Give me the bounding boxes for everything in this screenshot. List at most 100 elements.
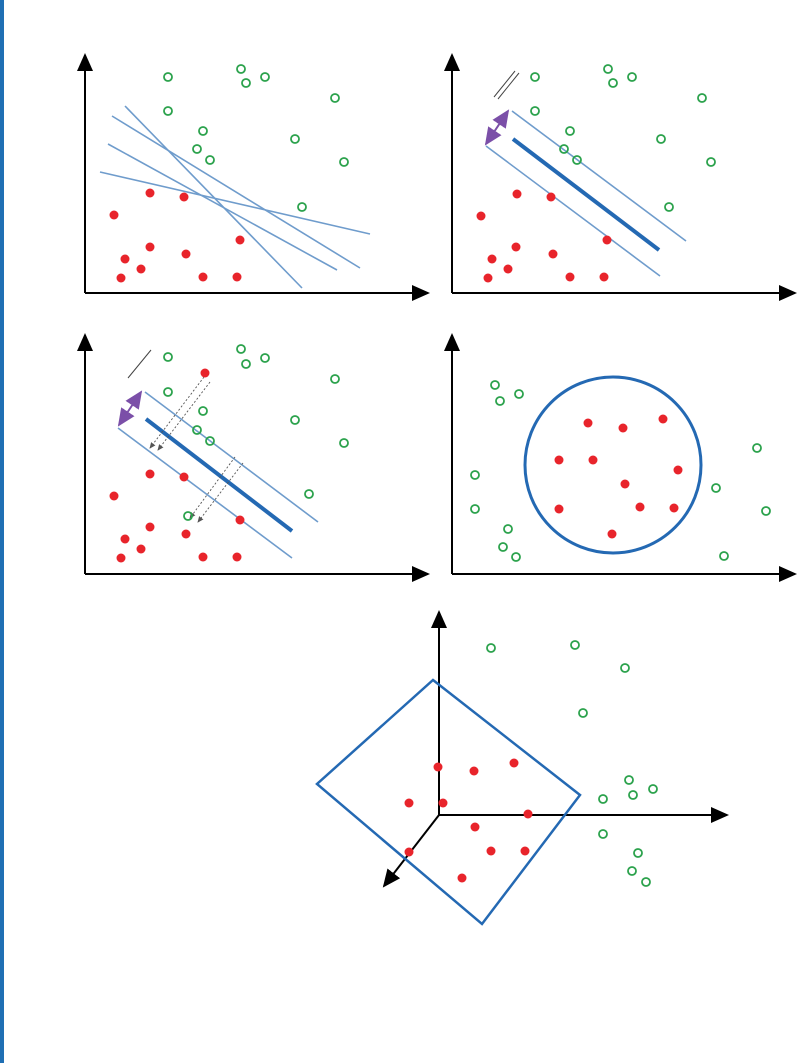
class-b-point <box>205 155 215 165</box>
class-b-point <box>290 134 300 144</box>
margin-lines <box>485 110 687 277</box>
class-b-point <box>486 643 496 653</box>
candidate-lines <box>99 105 371 289</box>
class-b-point <box>719 551 729 561</box>
class-b-point <box>711 483 721 493</box>
class-b-points <box>470 380 771 562</box>
class-a-point <box>433 762 443 772</box>
class-b-point <box>260 353 270 363</box>
class-b-point <box>761 506 771 516</box>
class-a-point <box>235 515 245 525</box>
margin-arrow <box>117 390 143 427</box>
class-b-points <box>486 640 658 887</box>
class-b-point <box>559 144 569 154</box>
slack-distance-arrows <box>149 376 244 523</box>
margin-tick <box>497 72 520 100</box>
margin-arrow <box>484 109 510 146</box>
axes <box>77 333 430 582</box>
class-a-point <box>120 534 130 544</box>
class-b-point <box>192 144 202 154</box>
panel-slack-variables <box>77 333 430 582</box>
class-b-point <box>163 72 173 82</box>
class-b-point <box>192 425 202 435</box>
class-a-point <box>232 552 242 562</box>
class-b-point <box>627 866 637 876</box>
lower-margin-line <box>485 145 661 277</box>
separating-plane <box>315 678 582 926</box>
class-b-point <box>339 157 349 167</box>
class-a-point <box>181 249 191 259</box>
class-b-point <box>608 78 618 88</box>
class-a-point <box>523 809 533 819</box>
class-b-point <box>624 775 634 785</box>
class-b-point <box>620 663 630 673</box>
class-a-point <box>109 491 119 501</box>
class-b-point <box>304 489 314 499</box>
class-b-point <box>260 72 270 82</box>
class-b-point <box>503 524 513 534</box>
margin-lines <box>117 391 319 559</box>
class-b-point <box>470 504 480 514</box>
margin-tick-marks <box>127 349 152 379</box>
class-b-points <box>163 64 349 212</box>
class-a-point <box>673 465 683 475</box>
class-a-point <box>470 822 480 832</box>
class-b-point <box>290 415 300 425</box>
class-b-point <box>572 155 582 165</box>
class-a-points <box>109 188 245 283</box>
lower-margin-line <box>117 427 293 559</box>
upper-margin-line <box>511 110 687 242</box>
class-a-point <box>503 264 513 274</box>
candidate-line <box>124 105 303 289</box>
class-b-point <box>514 389 524 399</box>
class-a-points <box>404 758 533 883</box>
upper-margin-line <box>144 391 319 523</box>
class-a-point <box>198 552 208 562</box>
margin-tick-marks <box>493 70 520 100</box>
class-a-point <box>520 846 530 856</box>
margin-tick <box>127 349 152 379</box>
page-left-rule <box>0 0 4 1063</box>
class-a-point <box>509 758 519 768</box>
class-a-point <box>136 544 146 554</box>
slack-arrow <box>189 456 236 519</box>
class-b-point <box>297 202 307 212</box>
class-a-point <box>548 249 558 259</box>
class-a-point <box>179 472 189 482</box>
class-a-point <box>235 235 245 245</box>
class-b-point <box>163 352 173 362</box>
class-b-point <box>198 126 208 136</box>
class-b-point <box>648 784 658 794</box>
class-b-points <box>163 344 349 521</box>
class-a-point <box>116 553 126 563</box>
class-b-point <box>565 126 575 136</box>
class-a-point <box>457 873 467 883</box>
class-b-point <box>530 72 540 82</box>
class-a-point <box>181 529 191 539</box>
slack-arrow <box>157 381 211 451</box>
class-b-point <box>627 72 637 82</box>
panel-circular-boundary <box>444 333 797 582</box>
class-b-point <box>498 542 508 552</box>
class-a-point <box>476 211 486 221</box>
class-a-point <box>116 273 126 283</box>
class-a-point <box>483 273 493 283</box>
class-b-point <box>470 470 480 480</box>
class-b-point <box>236 64 246 74</box>
class-b-point <box>511 552 521 562</box>
class-b-point <box>241 78 251 88</box>
class-a-point <box>120 254 130 264</box>
class-a-point <box>109 210 119 220</box>
class-a-point <box>487 254 497 264</box>
class-a-point <box>511 242 521 252</box>
margin-tick <box>493 70 516 98</box>
class-b-point <box>530 106 540 116</box>
class-a-points <box>554 414 683 539</box>
axes-3d <box>382 610 729 888</box>
class-a-point <box>669 503 679 513</box>
class-b-point <box>198 406 208 416</box>
class-a-point <box>200 368 210 378</box>
class-b-point <box>641 877 651 887</box>
class-a-point <box>486 846 496 856</box>
